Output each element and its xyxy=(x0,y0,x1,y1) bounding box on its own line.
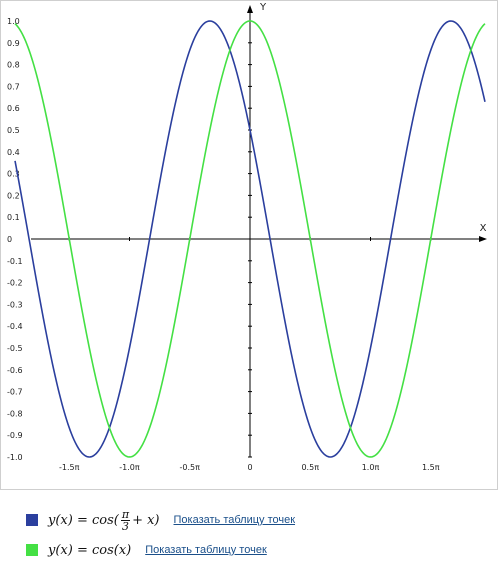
y-tick-label: 0.4 xyxy=(7,148,20,157)
show-points-table-link-2[interactable]: Показать таблицу точек xyxy=(145,544,267,556)
x-tick-label: -1.5π xyxy=(59,463,80,472)
x-tick-label: 0 xyxy=(247,463,252,472)
y-tick-label: 0 xyxy=(7,235,12,244)
y-tick-label: 0.5 xyxy=(7,126,20,135)
y-tick-label: 0.2 xyxy=(7,191,20,200)
y-tick-label: -0.3 xyxy=(7,300,23,309)
y-tick-label: -1.0 xyxy=(7,453,23,462)
y-tick-label: 0.3 xyxy=(7,170,20,179)
y-tick-label: -0.2 xyxy=(7,279,23,288)
x-tick-label: -1.0π xyxy=(119,463,140,472)
legend-swatch-blue xyxy=(26,514,38,526)
y-tick-label: -0.8 xyxy=(7,409,23,418)
y-tick-label: -0.6 xyxy=(7,366,23,375)
y-axis-arrow xyxy=(247,5,253,13)
y-tick-label: 0.7 xyxy=(7,82,20,91)
legend-item-series-1: y(x) = cos( π 3 + x) Показать таблицу то… xyxy=(26,508,500,532)
legend: y(x) = cos( π 3 + x) Показать таблицу то… xyxy=(26,508,500,562)
show-points-table-link-1[interactable]: Показать таблицу точек xyxy=(173,514,296,526)
y-tick-label: -0.5 xyxy=(7,344,23,353)
fraction-numerator: π xyxy=(120,507,131,521)
y-axis-label: Y xyxy=(259,2,267,13)
formula-fraction: π 3 xyxy=(120,507,131,533)
chart-frame: X Y 1.0 0.9 0.8 0.7 0.6 0.5 0.4 0.3 0.2 0.1 0 -0.1 -0.… xyxy=(0,0,498,490)
y-tick-label: 0.6 xyxy=(7,104,20,113)
x-axis-label: X xyxy=(480,223,487,234)
y-tick-label: -0.1 xyxy=(7,257,23,266)
fraction-denominator: 3 xyxy=(121,519,129,533)
y-tick-label: 0.8 xyxy=(7,61,20,70)
x-tick-label: 1.0π xyxy=(362,463,380,472)
legend-formula-2: y(x) = cos(x) xyxy=(48,542,132,558)
legend-formula-1: y(x) = cos( π 3 + x) xyxy=(48,509,160,532)
function-plot: X Y 1.0 0.9 0.8 0.7 0.6 0.5 0.4 0.3 0.2 0.1 0 -0.1 -0.… xyxy=(7,2,487,472)
y-tick-label: 1.0 xyxy=(7,17,20,26)
formula-suffix: + x) xyxy=(132,512,160,528)
x-tick-label: -0.5π xyxy=(180,463,201,472)
y-tick-label: 0.9 xyxy=(7,39,20,48)
x-tick-label: 0.5π xyxy=(301,463,319,472)
y-tick-label: -0.7 xyxy=(7,388,23,397)
legend-swatch-green xyxy=(26,544,38,556)
formula-prefix: y(x) = cos( xyxy=(48,512,119,528)
series-line-2 xyxy=(14,20,486,458)
y-tick-label: -0.4 xyxy=(7,322,23,331)
series-line-1 xyxy=(14,20,486,458)
y-tick-label: -0.9 xyxy=(7,431,23,440)
y-tick-label: 0.1 xyxy=(7,213,20,222)
x-axis-arrow xyxy=(479,236,487,242)
legend-item-series-2: y(x) = cos(x) Показать таблицу точек xyxy=(26,538,500,562)
x-tick-label: 1.5π xyxy=(422,463,440,472)
